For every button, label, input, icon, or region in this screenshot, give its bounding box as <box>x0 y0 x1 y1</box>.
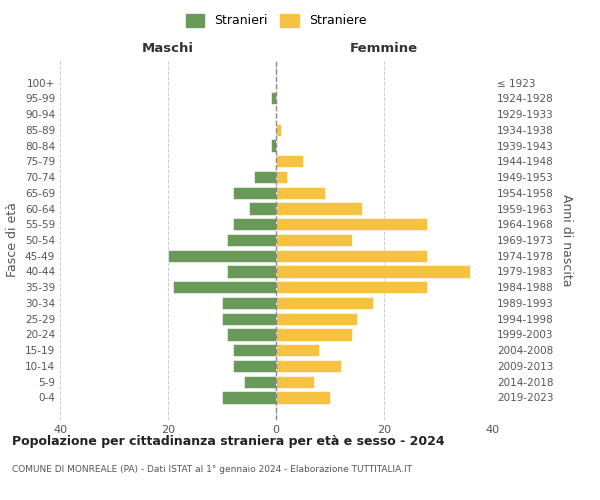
Bar <box>276 218 427 230</box>
Bar <box>276 266 470 278</box>
Bar <box>276 360 341 372</box>
Bar <box>244 376 276 388</box>
Bar <box>276 281 427 293</box>
Bar <box>276 155 303 168</box>
Bar <box>222 312 276 325</box>
Bar <box>276 202 362 214</box>
Bar <box>276 234 352 246</box>
Bar <box>276 171 287 183</box>
Bar <box>168 250 276 262</box>
Bar <box>276 124 281 136</box>
Text: Maschi: Maschi <box>142 42 194 55</box>
Bar <box>222 392 276 404</box>
Y-axis label: Anni di nascita: Anni di nascita <box>560 194 573 286</box>
Bar <box>249 202 276 214</box>
Bar <box>276 250 427 262</box>
Bar <box>276 186 325 199</box>
Text: Popolazione per cittadinanza straniera per età e sesso - 2024: Popolazione per cittadinanza straniera p… <box>12 435 445 448</box>
Bar <box>222 297 276 309</box>
Bar <box>227 266 276 278</box>
Bar <box>276 297 373 309</box>
Bar <box>276 344 319 356</box>
Bar <box>233 360 276 372</box>
Bar <box>276 392 330 404</box>
Bar <box>271 92 276 104</box>
Bar <box>227 234 276 246</box>
Bar <box>173 281 276 293</box>
Text: Femmine: Femmine <box>350 42 418 55</box>
Bar <box>276 312 357 325</box>
Legend: Stranieri, Straniere: Stranieri, Straniere <box>181 8 371 32</box>
Bar <box>276 328 352 340</box>
Bar <box>227 328 276 340</box>
Bar <box>254 171 276 183</box>
Bar <box>233 186 276 199</box>
Y-axis label: Fasce di età: Fasce di età <box>7 202 19 278</box>
Text: COMUNE DI MONREALE (PA) - Dati ISTAT al 1° gennaio 2024 - Elaborazione TUTTITALI: COMUNE DI MONREALE (PA) - Dati ISTAT al … <box>12 465 412 474</box>
Bar <box>233 344 276 356</box>
Bar <box>233 218 276 230</box>
Bar <box>271 140 276 151</box>
Bar <box>276 376 314 388</box>
